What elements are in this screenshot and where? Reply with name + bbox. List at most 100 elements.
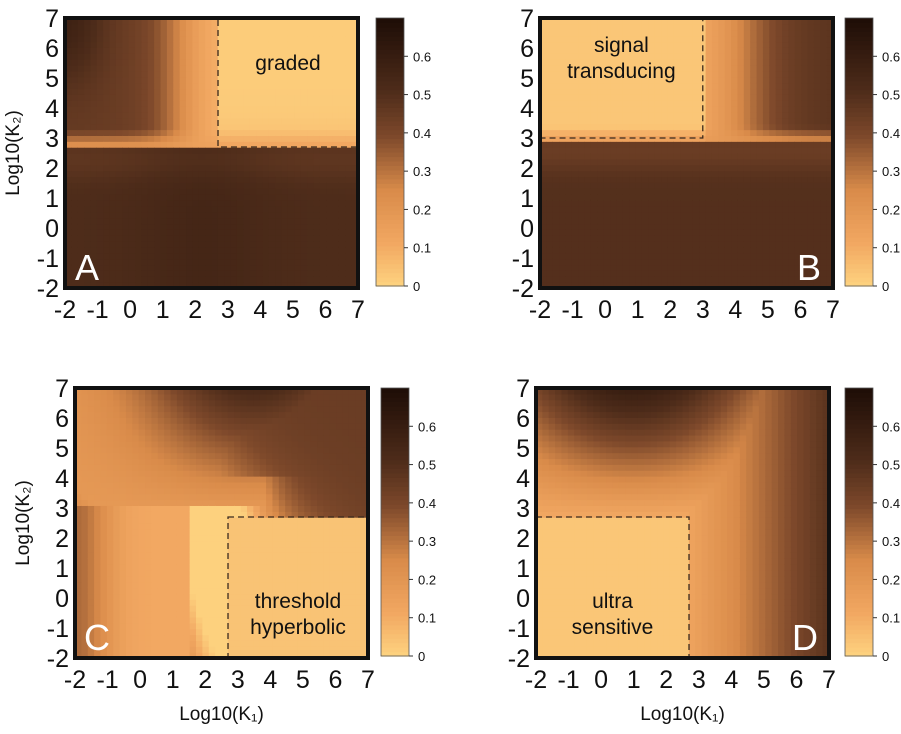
heatmap-cell <box>205 194 213 201</box>
heatmap-cell <box>119 628 127 636</box>
heatmap-cell <box>673 76 681 84</box>
heatmap-cell <box>128 18 136 25</box>
heatmap-cell <box>135 47 143 54</box>
heatmap-cell <box>71 47 79 54</box>
heatmap-cell <box>262 47 270 54</box>
heatmap-cell <box>135 153 143 160</box>
heatmap-cell <box>75 534 82 542</box>
heatmap-cell <box>319 76 327 84</box>
heatmap-cell <box>287 194 295 201</box>
heatmap-cell <box>217 147 225 154</box>
x-tick-label: -2 <box>54 296 76 324</box>
heatmap-cell <box>211 100 219 107</box>
heatmap-cell <box>287 270 295 277</box>
heatmap-cell <box>103 199 111 207</box>
heatmap-cell <box>673 188 681 195</box>
heatmap-cell <box>762 194 770 201</box>
heatmap-cell <box>236 217 244 225</box>
heatmap-cell <box>94 552 102 559</box>
heatmap-cell <box>807 276 815 283</box>
heatmap-cell <box>90 141 98 148</box>
heatmap-cell <box>705 135 713 142</box>
heatmap-cell <box>641 47 649 54</box>
heatmap-cell <box>718 106 726 113</box>
heatmap-cell <box>794 141 802 148</box>
y-axis-label: Log10(K₂) <box>3 110 24 196</box>
heatmap-cell <box>166 141 174 148</box>
heatmap-cell <box>826 23 834 31</box>
heatmap-cell <box>629 129 637 136</box>
heatmap-cell <box>87 558 95 565</box>
heatmap-cell <box>160 123 168 131</box>
heatmap-cell <box>813 53 821 60</box>
heatmap-cell <box>77 217 85 225</box>
heatmap-cell <box>775 282 783 289</box>
colorbar-swatch <box>376 214 404 220</box>
heatmap-cell <box>119 552 127 559</box>
heatmap-cell <box>262 76 270 84</box>
heatmap-cell <box>629 111 637 119</box>
heatmap-cell <box>179 53 187 60</box>
heatmap-cell <box>565 194 573 201</box>
heatmap-cell <box>224 282 232 289</box>
heatmap-cell <box>801 170 809 178</box>
panel-letter: A <box>75 247 99 288</box>
heatmap-cell <box>230 41 238 48</box>
heatmap-cell <box>132 599 140 606</box>
heatmap-cell <box>113 393 121 401</box>
heatmap-cell <box>667 59 675 66</box>
heatmap-cell <box>750 29 758 37</box>
heatmap-cell <box>724 153 732 160</box>
heatmap-cell <box>119 405 127 413</box>
heatmap-cell <box>186 47 193 54</box>
heatmap-cell <box>128 41 136 48</box>
heatmap-cell <box>351 106 359 113</box>
heatmap-cell <box>256 123 264 131</box>
heatmap-cell <box>775 270 783 277</box>
heatmap-cell <box>711 94 719 101</box>
heatmap-cell <box>300 188 308 195</box>
heatmap-cell <box>256 235 264 242</box>
heatmap-cell <box>109 18 117 25</box>
heatmap-cell <box>826 241 834 248</box>
heatmap-cell <box>775 246 783 254</box>
heatmap-cell <box>224 41 232 48</box>
heatmap-cell <box>743 94 751 101</box>
heatmap-cell <box>243 205 251 213</box>
heatmap-cell <box>230 153 238 160</box>
heatmap-cell <box>584 176 592 183</box>
heatmap-cell <box>115 82 123 90</box>
heatmap-cell <box>326 94 334 101</box>
heatmap-cell <box>96 211 104 219</box>
heatmap-cell <box>147 270 155 277</box>
heatmap-cell <box>192 64 200 72</box>
heatmap-cell <box>128 194 136 201</box>
heatmap-cell <box>138 558 146 565</box>
heatmap-cell <box>820 70 828 78</box>
colorbar-swatch <box>376 245 404 251</box>
heatmap-cell <box>559 47 567 54</box>
heatmap-cell <box>217 141 225 148</box>
heatmap-cell <box>345 41 353 48</box>
heatmap-cell <box>77 76 85 84</box>
heatmap-cell <box>71 29 79 37</box>
heatmap-cell <box>769 164 777 172</box>
heatmap-cell <box>654 264 662 271</box>
heatmap-cell <box>135 82 143 90</box>
heatmap-cell <box>546 241 554 248</box>
heatmap-cell <box>546 59 554 66</box>
heatmap-cell <box>711 276 719 283</box>
heatmap-cell <box>75 546 82 553</box>
heatmap-cell <box>236 18 244 25</box>
heatmap-cell <box>119 505 127 512</box>
heatmap-cell <box>775 158 783 166</box>
heatmap-cell <box>166 199 174 207</box>
heatmap-cell <box>622 117 630 125</box>
heatmap-cell <box>750 264 758 271</box>
heatmap-cell <box>115 276 123 283</box>
heatmap-cell <box>584 229 592 236</box>
heatmap-cell <box>217 88 225 95</box>
heatmap-cells <box>540 18 834 289</box>
heatmap-cell <box>351 258 359 266</box>
heatmap-cell <box>125 640 133 647</box>
